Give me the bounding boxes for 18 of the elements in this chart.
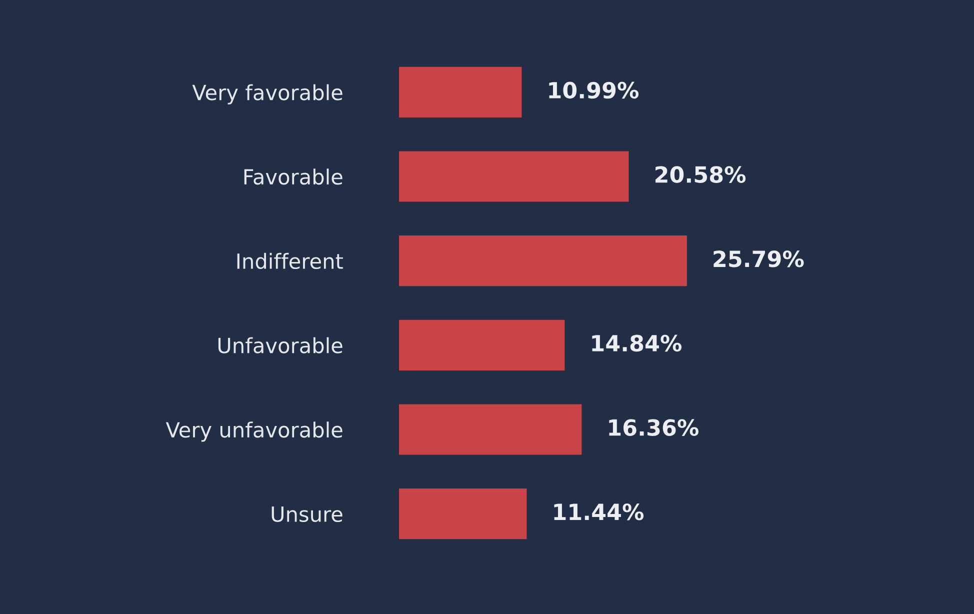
data-label: 11.44% xyxy=(554,503,644,520)
y-tick-label: Favorable xyxy=(244,168,342,185)
y-tick-label: Very favorable xyxy=(192,84,342,104)
bar xyxy=(399,66,522,118)
data-label: 14.84% xyxy=(592,334,682,352)
data-label: 20.58% xyxy=(656,166,746,183)
data-label: 25.79% xyxy=(714,250,804,268)
data-label: 16.36% xyxy=(609,419,698,436)
bar xyxy=(399,320,565,370)
bar xyxy=(399,236,687,286)
data-label: 10.99% xyxy=(549,82,639,99)
y-tick-label: Indifferent xyxy=(237,252,343,270)
bar xyxy=(399,488,527,540)
y-tick-label: Unfavorable xyxy=(218,337,342,354)
bar xyxy=(399,151,629,202)
y-tick-label: Unsure xyxy=(272,506,342,522)
bar xyxy=(399,404,582,455)
y-tick-label: Very unfavorable xyxy=(166,422,342,442)
